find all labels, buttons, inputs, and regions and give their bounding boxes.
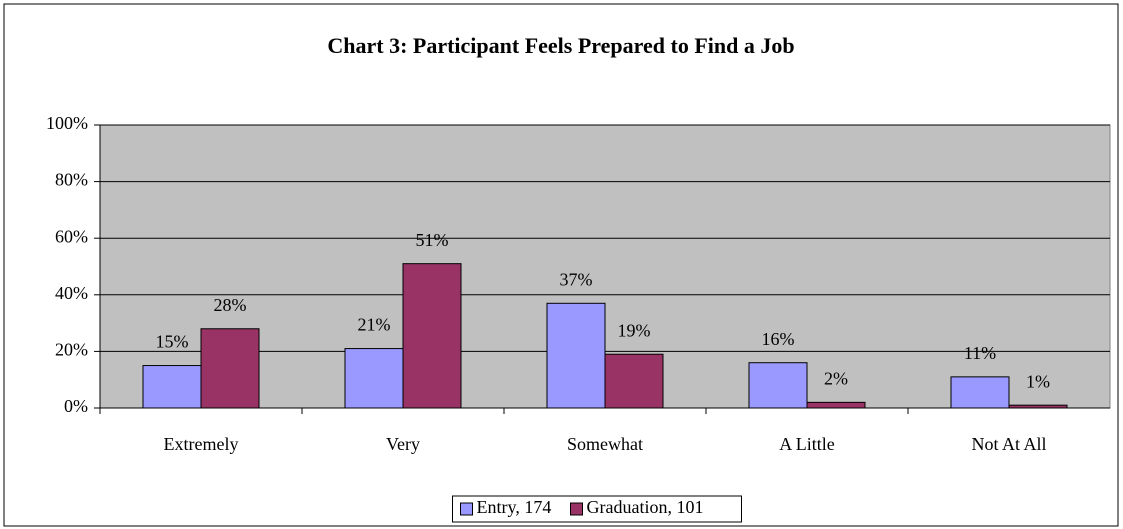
y-tick-label: 20% [55, 340, 88, 360]
bar [546, 302, 606, 409]
y-tick-label: 40% [55, 283, 88, 303]
legend-swatch [460, 502, 473, 516]
bar [950, 376, 1010, 409]
bar [604, 353, 664, 409]
value-label: 1% [1026, 371, 1050, 391]
x-tick-label: Extremely [164, 434, 239, 454]
y-tick-label: 60% [55, 226, 88, 246]
legend-label: Graduation, 101 [587, 497, 704, 517]
y-tick-label: 100% [46, 113, 88, 133]
bar [806, 401, 866, 409]
y-tick-label: 80% [55, 170, 88, 190]
x-tick-label: Somewhat [567, 434, 643, 454]
legend-label: Entry, 174 [477, 497, 552, 517]
legend-swatch [570, 502, 583, 516]
value-label: 37% [560, 269, 593, 289]
x-tick-label: A Little [779, 434, 835, 454]
bar [142, 365, 202, 409]
bar [200, 328, 260, 409]
value-label: 21% [358, 315, 391, 335]
value-label: 51% [416, 230, 449, 250]
bar [402, 263, 462, 409]
value-label: 28% [214, 295, 247, 315]
x-tick-label: Very [386, 434, 420, 454]
value-label: 11% [964, 343, 996, 363]
y-tick-label: 0% [64, 396, 88, 416]
legend-box [452, 495, 742, 523]
bar [748, 362, 808, 409]
x-tick-label: Not At All [971, 434, 1046, 454]
chart-title: Chart 3: Participant Feels Prepared to F… [327, 33, 794, 58]
value-label: 19% [618, 320, 651, 340]
value-label: 15% [156, 332, 189, 352]
bar [344, 348, 404, 409]
value-label: 2% [824, 368, 848, 388]
value-label: 16% [762, 329, 795, 349]
